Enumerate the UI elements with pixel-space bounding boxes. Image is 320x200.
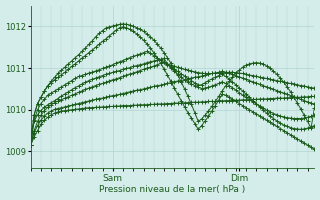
X-axis label: Pression niveau de la mer( hPa ): Pression niveau de la mer( hPa ) [100, 185, 246, 194]
